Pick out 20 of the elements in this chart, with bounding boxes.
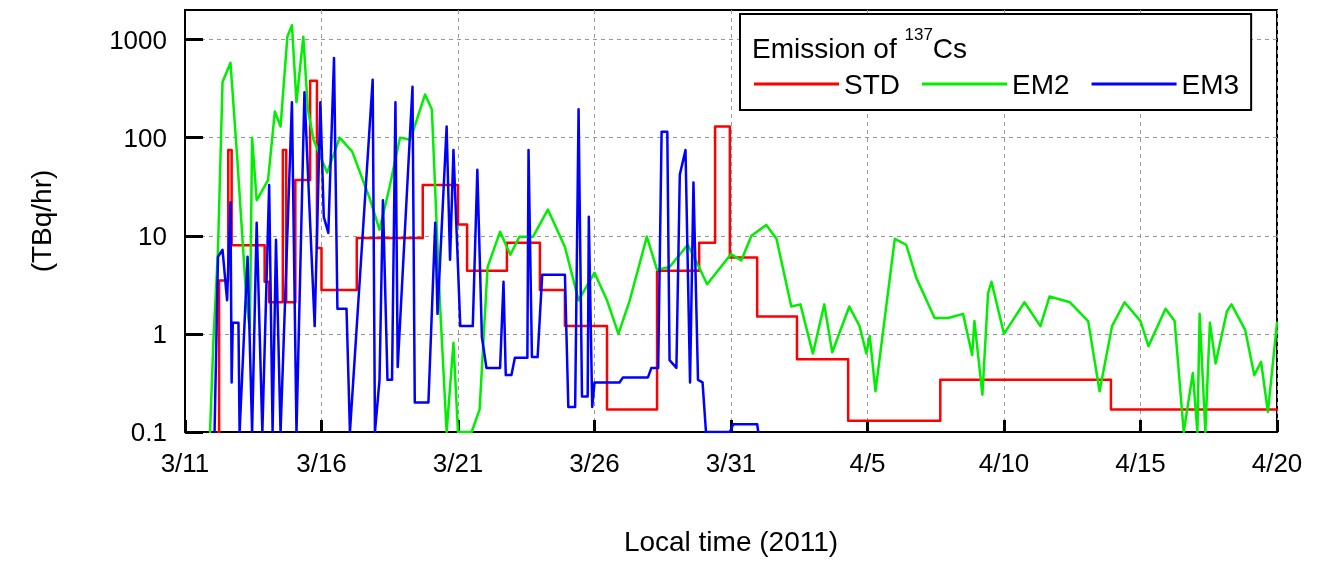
y-tick-label: 0.1 [130, 417, 167, 447]
x-tick-label: 4/10 [978, 448, 1030, 478]
x-tick-label: 4/20 [1251, 448, 1303, 478]
y-axis-title: (TBq/hr) [25, 169, 57, 273]
y-tick-label: 100 [123, 122, 167, 153]
x-tick-label: 3/31 [705, 448, 757, 478]
line-series [213, 56, 760, 434]
x-tick-label: 4/15 [1115, 448, 1166, 478]
legend-label: STD [844, 68, 900, 100]
y-tick-label: 10 [138, 220, 167, 251]
x-tick-label: 3/21 [432, 448, 484, 478]
y-tick-label: 1000 [109, 24, 167, 55]
x-tick-label: 4/5 [849, 448, 886, 478]
x-tick-label: 3/16 [296, 448, 347, 478]
x-tick-label: 3/11 [160, 448, 210, 478]
x-tick-label: 3/26 [569, 448, 620, 478]
x-axis-title: Local time (2011) [623, 525, 839, 557]
legend-label: EM3 [1181, 68, 1240, 100]
y-tick-label: 1 [152, 318, 167, 349]
legend-label: EM2 [1012, 68, 1070, 100]
